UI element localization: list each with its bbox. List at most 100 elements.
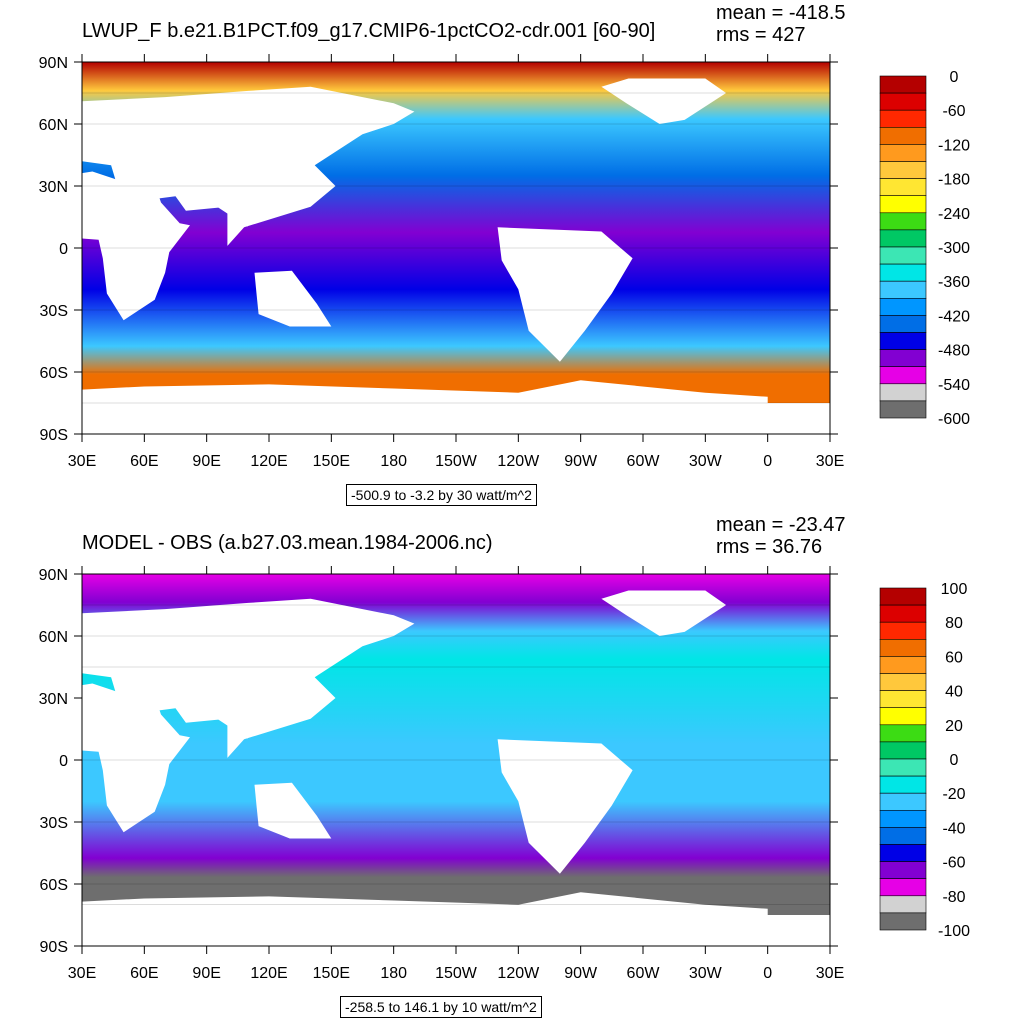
x-tick-label: 30W bbox=[689, 453, 723, 470]
colorbar-bin bbox=[879, 127, 927, 145]
colorbar-label: -180 bbox=[938, 172, 970, 189]
colorbar-bin bbox=[879, 621, 927, 640]
colorbar-bin bbox=[879, 724, 927, 743]
colorbar-bin bbox=[879, 161, 927, 179]
colorbar-bin bbox=[879, 775, 927, 794]
x-tick-label: 90E bbox=[192, 453, 220, 470]
land-north-america bbox=[165, 101, 394, 228]
colorbar-bin bbox=[879, 92, 927, 111]
land-greenland bbox=[601, 590, 727, 636]
colorbar-label: -80 bbox=[942, 889, 965, 906]
x-tick-label: 180 bbox=[380, 965, 407, 982]
x-tick-label: 30E bbox=[816, 965, 844, 982]
x-tick-label: 150E bbox=[313, 965, 350, 982]
colorbar-label: -600 bbox=[938, 411, 970, 428]
colorbar-bin bbox=[879, 332, 927, 350]
colorbar-label: 0 bbox=[950, 752, 959, 769]
y-tick-label: 30S bbox=[40, 303, 68, 320]
bottom-map-panel: MODEL - OBS (a.b27.03.mean.1984-2006.nc)… bbox=[0, 512, 1024, 1024]
land-antarctica bbox=[82, 380, 768, 434]
y-tick-label: 30N bbox=[39, 691, 68, 708]
top-map-panel: LWUP_F b.e21.B1PCT.f09_g17.CMIP6-1pctCO2… bbox=[39, 2, 970, 506]
colorbar-bin bbox=[879, 707, 927, 726]
land-south-america bbox=[497, 227, 633, 362]
x-tick-label: 60W bbox=[627, 965, 661, 982]
colorbar-bin bbox=[879, 349, 927, 368]
y-tick-label: 90S bbox=[40, 427, 68, 444]
colorbar-label: -240 bbox=[938, 206, 970, 223]
x-tick-label: 60E bbox=[130, 965, 158, 982]
y-tick-label: 0 bbox=[59, 241, 68, 258]
colorbar-bin bbox=[879, 690, 927, 709]
colorbar-label: -60 bbox=[942, 855, 965, 872]
colorbar-bin bbox=[879, 229, 927, 248]
colorbar-label: -300 bbox=[938, 240, 970, 257]
map-plot-top: 30E 60E 90E 120E 150E 180 150W 120W 90W 60W 30W 0 30… bbox=[39, 54, 970, 470]
colorbar-bin bbox=[879, 912, 927, 931]
x-tick-label: 180 bbox=[380, 453, 407, 470]
x-tick-label: 0 bbox=[763, 453, 772, 470]
mean-value: mean = -23.47 bbox=[716, 514, 846, 536]
colorbar-bin bbox=[879, 212, 927, 231]
x-tick-label: 30E bbox=[68, 453, 96, 470]
colorbar-bin bbox=[879, 109, 927, 128]
contour-range-note: -500.9 to -3.2 by 30 watt/m^2 bbox=[346, 484, 537, 506]
chart-title: LWUP_F b.e21.B1PCT.f09_g17.CMIP6-1pctCO2… bbox=[82, 20, 656, 42]
colorbar-label: -20 bbox=[942, 786, 965, 803]
colorbar-label: 20 bbox=[945, 718, 963, 735]
x-tick-label: 90W bbox=[564, 453, 598, 470]
x-tick-label: 30W bbox=[689, 965, 723, 982]
y-tick-label: 0 bbox=[59, 753, 68, 770]
colorbar-bin bbox=[879, 315, 927, 333]
x-tick-label: 150W bbox=[435, 965, 478, 982]
colorbar-label: 80 bbox=[945, 615, 963, 632]
y-tick-label: 30N bbox=[39, 179, 68, 196]
rms-value: rms = 427 bbox=[716, 24, 806, 46]
colorbar-bin bbox=[879, 792, 927, 811]
colorbar-label: -60 bbox=[942, 103, 965, 120]
colorbar-bin bbox=[879, 673, 927, 691]
colorbar-bin bbox=[879, 280, 927, 299]
colorbar-bin bbox=[879, 297, 927, 316]
colorbar-bin bbox=[879, 195, 927, 214]
colorbar-bin bbox=[879, 587, 927, 606]
colorbar-label: -100 bbox=[938, 923, 970, 940]
land-south-america bbox=[497, 739, 633, 874]
colorbar-label: -120 bbox=[938, 137, 970, 154]
colorbar-bin bbox=[879, 758, 927, 777]
land-australia bbox=[254, 270, 332, 327]
x-tick-label: 120W bbox=[497, 453, 540, 470]
x-tick-label: 30E bbox=[816, 453, 844, 470]
colorbar-bin bbox=[879, 809, 927, 828]
y-tick-label: 90N bbox=[39, 567, 68, 584]
chart-title: MODEL - OBS (a.b27.03.mean.1984-2006.nc) bbox=[82, 532, 493, 554]
land-north-america bbox=[165, 613, 394, 740]
colorbar-label: 0 bbox=[950, 69, 959, 86]
y-tick-label: 60N bbox=[39, 117, 68, 134]
x-tick-label: 90W bbox=[564, 965, 598, 982]
colorbar-bin bbox=[879, 639, 927, 657]
colorbar-label: -420 bbox=[938, 308, 970, 325]
y-tick-label: 90N bbox=[39, 55, 68, 72]
colorbar-label: 100 bbox=[941, 581, 968, 598]
colorbar-bin bbox=[879, 383, 927, 402]
contour-range-note: -258.5 to 146.1 by 10 watt/m^2 bbox=[340, 996, 542, 1018]
colorbar-bin bbox=[879, 400, 927, 419]
colorbar-bin bbox=[879, 656, 927, 674]
y-tick-label: 30S bbox=[40, 815, 68, 832]
y-tick-label: 60N bbox=[39, 629, 68, 646]
rms-value: rms = 36.76 bbox=[716, 536, 823, 558]
colorbar-bin bbox=[879, 263, 927, 282]
x-tick-label: 60W bbox=[627, 453, 661, 470]
colorbar-bin bbox=[879, 844, 927, 862]
land-australia bbox=[254, 782, 332, 839]
x-tick-label: 150W bbox=[435, 453, 478, 470]
colorbar-label: -360 bbox=[938, 274, 970, 291]
land-africa bbox=[82, 171, 190, 321]
x-tick-label: 0 bbox=[763, 965, 772, 982]
x-tick-label: 120W bbox=[497, 965, 540, 982]
colorbar-bin bbox=[879, 144, 927, 162]
colorbar-bin bbox=[879, 366, 927, 385]
land-africa bbox=[82, 683, 190, 833]
map-field bbox=[82, 574, 830, 946]
